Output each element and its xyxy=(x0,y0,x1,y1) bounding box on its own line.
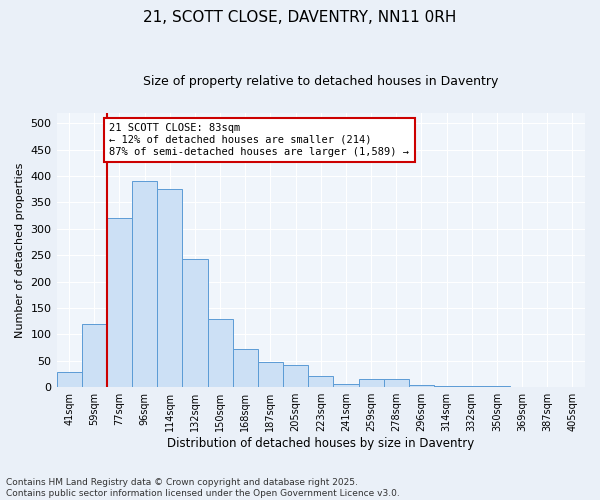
Bar xyxy=(283,365,308,387)
Bar xyxy=(409,385,434,387)
Bar xyxy=(107,218,132,387)
Bar xyxy=(233,348,258,387)
Bar xyxy=(308,376,334,387)
Bar xyxy=(82,324,107,387)
Text: Contains HM Land Registry data © Crown copyright and database right 2025.
Contai: Contains HM Land Registry data © Crown c… xyxy=(6,478,400,498)
X-axis label: Distribution of detached houses by size in Daventry: Distribution of detached houses by size … xyxy=(167,437,475,450)
Title: Size of property relative to detached houses in Daventry: Size of property relative to detached ho… xyxy=(143,75,499,88)
Y-axis label: Number of detached properties: Number of detached properties xyxy=(15,162,25,338)
Bar xyxy=(334,384,359,387)
Bar xyxy=(484,386,509,387)
Bar xyxy=(258,362,283,387)
Text: 21 SCOTT CLOSE: 83sqm
← 12% of detached houses are smaller (214)
87% of semi-det: 21 SCOTT CLOSE: 83sqm ← 12% of detached … xyxy=(109,124,409,156)
Bar xyxy=(56,372,82,387)
Bar xyxy=(157,190,182,387)
Bar xyxy=(208,318,233,387)
Bar xyxy=(434,386,459,387)
Bar xyxy=(359,380,383,387)
Bar xyxy=(182,259,208,387)
Bar xyxy=(383,380,409,387)
Bar xyxy=(132,182,157,387)
Bar xyxy=(535,386,560,387)
Bar xyxy=(509,386,535,387)
Text: 21, SCOTT CLOSE, DAVENTRY, NN11 0RH: 21, SCOTT CLOSE, DAVENTRY, NN11 0RH xyxy=(143,10,457,25)
Bar xyxy=(459,386,484,387)
Bar xyxy=(560,386,585,387)
